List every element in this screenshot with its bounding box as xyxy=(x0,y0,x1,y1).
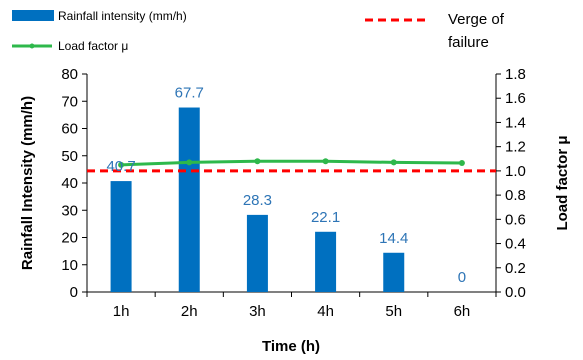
y2-tick-label: 0.4 xyxy=(505,236,526,253)
y2-axis-title: Load factor μ xyxy=(554,135,571,230)
y-tick-label: 70 xyxy=(61,93,78,110)
y2-tick-label: 1.4 xyxy=(505,114,526,131)
rainfall-data-label: 67.7 xyxy=(175,85,204,102)
y2-tick-label: 0.6 xyxy=(505,211,526,228)
rainfall-data-label: 28.3 xyxy=(243,192,272,209)
rainfall-bar xyxy=(315,231,337,292)
x-tick-label: 2h xyxy=(181,303,198,320)
x-axis-title: Time (h) xyxy=(262,338,320,355)
rainfall-data-label: 40.7 xyxy=(106,158,135,175)
x-tick-label: 6h xyxy=(454,303,471,320)
y2-tick-label: 1.2 xyxy=(505,139,526,156)
y-tick-label: 20 xyxy=(61,230,78,247)
load-factor-point xyxy=(118,161,125,168)
y-tick-label: 50 xyxy=(61,148,78,165)
load-factor-line xyxy=(121,159,462,167)
rainfall-data-label: 22.1 xyxy=(311,209,340,226)
y-tick-label: 10 xyxy=(61,257,78,274)
legend-marker-load xyxy=(29,43,35,49)
y2-tick-label: 0.8 xyxy=(505,187,526,204)
y-tick-label: 40 xyxy=(61,175,78,192)
y2-tick-label: 1.0 xyxy=(505,163,526,180)
y-tick-label: 0 xyxy=(70,284,78,301)
rainfall-data-label: 14.4 xyxy=(379,230,408,247)
x-tick-label: 5h xyxy=(385,303,402,320)
legend-swatch-rainfall xyxy=(12,10,54,21)
rainfall-bar xyxy=(178,107,200,292)
legend-label-verge-line1: Verge of xyxy=(448,11,505,28)
y-tick-label: 80 xyxy=(61,66,78,83)
load-factor-point xyxy=(254,158,261,165)
y-axis-title: Rainfall Intensity (mm/h) xyxy=(19,96,36,270)
y2-tick-label: 1.8 xyxy=(505,66,526,83)
rainfall-bar xyxy=(246,214,268,292)
legend: Rainfall intensity (mm/h) Load factor μ … xyxy=(12,9,505,53)
legend-label-rainfall: Rainfall intensity (mm/h) xyxy=(58,9,187,23)
x-tick-label: 4h xyxy=(317,303,334,320)
legend-label-load: Load factor μ xyxy=(58,39,128,53)
y2-tick-label: 0.2 xyxy=(505,260,526,277)
rainfall-bar xyxy=(110,181,132,292)
legend-label-verge-line2: failure xyxy=(448,34,489,51)
y2-tick-label: 1.6 xyxy=(505,90,526,107)
x-tick-label: 3h xyxy=(249,303,266,320)
rainfall-bar xyxy=(383,252,405,292)
load-factor-point xyxy=(458,160,465,167)
x-tick-label: 1h xyxy=(113,303,130,320)
load-factor-point xyxy=(186,159,193,166)
y-tick-label: 60 xyxy=(61,121,78,138)
y-tick-label: 30 xyxy=(61,202,78,219)
load-factor-point xyxy=(390,159,397,166)
rainfall-data-label: 0 xyxy=(458,269,466,286)
load-factor-point xyxy=(322,158,329,165)
y2-tick-label: 0.0 xyxy=(505,284,526,301)
